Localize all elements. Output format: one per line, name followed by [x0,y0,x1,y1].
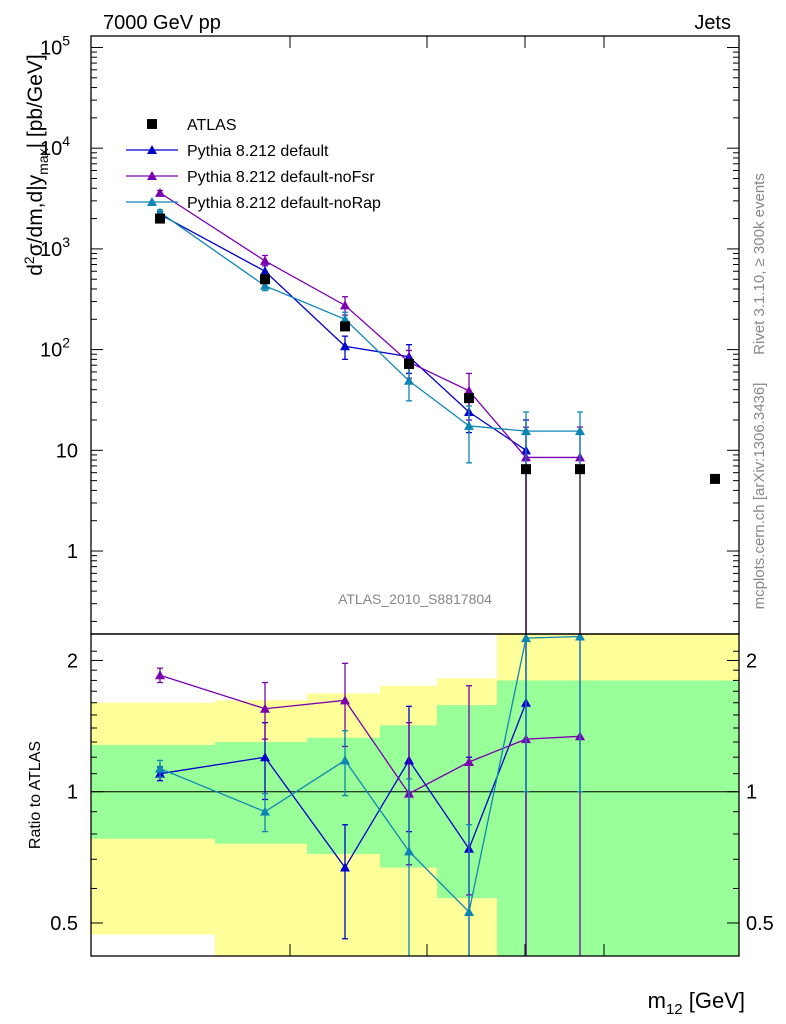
ratio-point-default [260,752,270,762]
main-point-atlas [260,274,270,285]
ratio-y-tick-label: 2 [67,650,78,672]
ratio-point-noRap [404,846,414,856]
ratio-y-tick-label: 1 [67,782,78,804]
main-point-noFsr [464,385,474,395]
ratio-series-line-default [159,702,527,869]
legend-marker-default [147,145,157,154]
ratio-point-noRap [340,755,350,765]
ratio-point-noRap [521,634,531,643]
legend-label-atlas: ATLAS [187,117,237,134]
main-series-line-noRap [159,211,580,432]
main-point-noFsr [260,255,270,265]
legend-marker-noFsr [147,171,157,180]
main-y-tick-label: 104 [40,133,70,160]
ratio-error-bar-noRap [523,634,529,793]
plot-title-right: Jets [694,12,731,34]
ratio-error-bar-noRap [406,778,412,956]
main-point-noRap [260,280,270,290]
main-point-noRap [575,426,585,436]
main-series-line-default [159,213,527,451]
ratio-band-inner [215,742,307,844]
main-point-noRap [521,426,531,436]
main-y-tick-label: 102 [40,335,70,362]
main-point-atlas [464,393,474,404]
ratio-y-tick-label-right: 2 [746,650,757,672]
ratio-band-inner [497,680,604,956]
main-point-noRap [464,420,474,430]
mcplots-reference-label: mcplots.cern.ch [arXiv:1306.3436] [751,383,768,610]
main-point-atlas [710,473,720,484]
main-point-atlas [404,358,414,369]
ratio-plot-frame [90,633,740,957]
main-point-default [260,266,270,276]
ratio-point-noFsr [260,703,270,713]
main-point-noRap [404,375,414,385]
analysis-id-label: ATLAS_2010_S8817804 [338,591,492,607]
ratio-error-bar-default [342,824,348,940]
x-axis-label: m12 [GeV] [648,988,745,1018]
main-point-noFsr [155,187,165,197]
main-y-tick-label: 105 [40,32,70,59]
legend-label-default: Pythia 8.212 default [187,143,329,160]
ratio-point-noFsr [464,756,474,766]
legend-marker-noRap [147,197,157,206]
ratio-point-default [340,862,350,872]
main-series-layer [155,187,720,634]
main-point-atlas [340,321,350,332]
main-point-atlas [155,213,165,224]
legend: ATLAS Pythia 8.212 default Pythia 8.212 de… [126,117,381,212]
ratio-error-bar-noRap [466,824,472,956]
rivet-version-label: Rivet 3.1.10, ≥ 300k events [751,173,768,355]
ratio-series-layer [155,634,585,956]
main-point-noRap [340,314,350,324]
ratio-y-axis-label: Ratio to ATLAS [27,741,44,849]
main-error-bar-noRap [466,405,472,464]
ratio-point-noFsr [340,695,350,705]
axis-ticks: 1 10 102 103 104 105 0.5 0.5 1 1 2 2 [40,32,774,956]
ratio-point-noFsr [155,670,165,680]
ratio-band-inner [604,680,739,956]
main-point-noFsr [340,300,350,310]
legend-label-noRap: Pythia 8.212 default-noRap [187,195,381,212]
main-point-default [340,341,350,351]
ratio-point-noRap [260,806,270,816]
ratio-y-tick-label: 0.5 [50,913,78,935]
ratio-point-noRap [155,763,165,773]
ratio-point-noRap [464,906,474,916]
main-y-tick-label: 1 [67,541,78,563]
svg-text:m12 [GeV]: m12 [GeV] [648,988,745,1018]
legend-marker-atlas [147,119,157,129]
plot-title-left: 7000 GeV pp [103,12,221,34]
main-y-tick-label: 103 [40,234,70,261]
ratio-error-bar-noRap [577,634,583,793]
main-y-tick-label: 10 [56,440,78,462]
ratio-y-tick-label-right: 1 [746,782,757,804]
ratio-y-tick-label-right: 0.5 [746,913,774,935]
legend-label-noFsr: Pythia 8.212 default-noFsr [187,169,375,186]
ratio-point-noRap [575,634,585,641]
ratio-bands [91,634,739,956]
main-series-line-noFsr [159,192,580,459]
